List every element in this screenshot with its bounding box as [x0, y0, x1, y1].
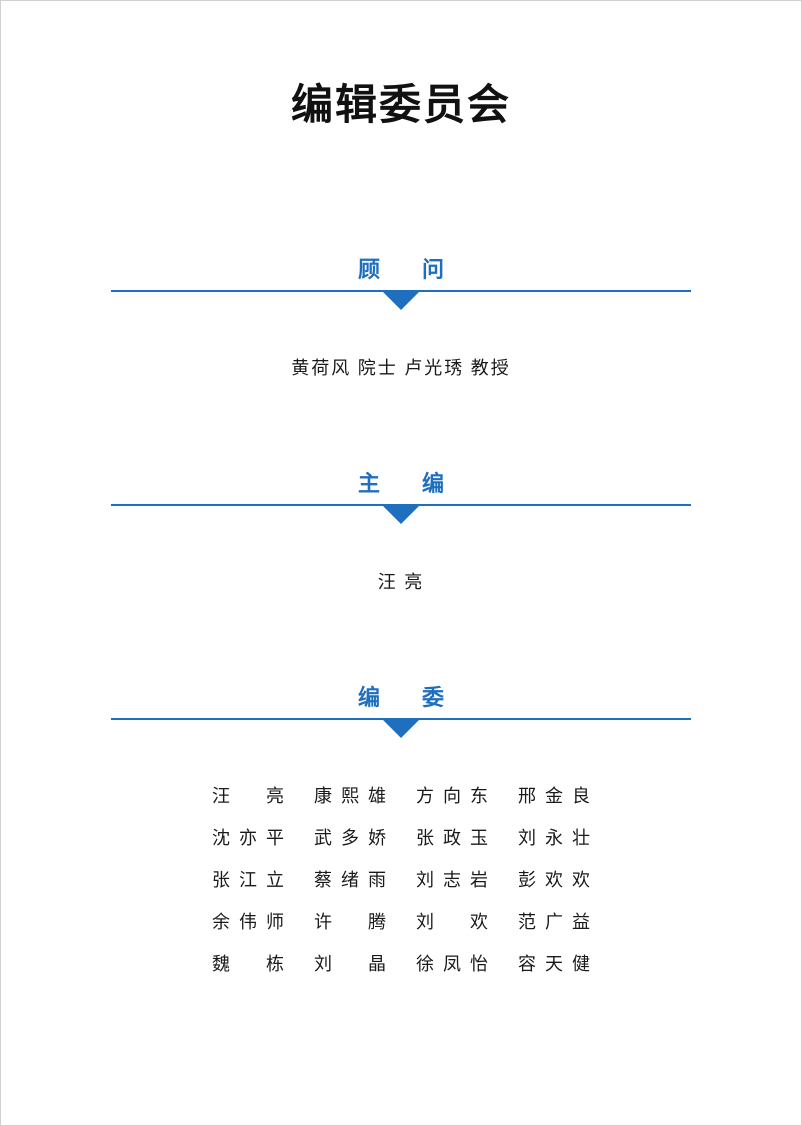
committee-member: 刘 晶 [314, 946, 386, 982]
advisors-label: 顾 问 [340, 252, 462, 284]
committee-member: 刘永壮 [518, 820, 590, 856]
committee-member: 徐凤怡 [416, 946, 488, 982]
committee-member: 刘志岩 [416, 862, 488, 898]
committee-member: 方向东 [416, 778, 488, 814]
committee-header: 编 委 [111, 680, 691, 738]
triangle-icon [383, 506, 419, 524]
chief-editor-section: 主 编 汪 亮 [111, 466, 691, 600]
committee-body: 汪 亮康熙雄方向东邢金良沈亦平武多娇张政玉刘永壮张江立蔡绪雨刘志岩彭欢欢余伟师许… [111, 778, 691, 982]
committee-member: 康熙雄 [314, 778, 386, 814]
committee-member: 蔡绪雨 [314, 862, 386, 898]
committee-row: 张江立蔡绪雨刘志岩彭欢欢 [212, 862, 590, 898]
committee-member: 范广益 [518, 904, 590, 940]
committee-member: 沈亦平 [212, 820, 284, 856]
advisors-section: 顾 问 黄荷风 院士 卢光琇 教授 [111, 252, 691, 386]
committee-member: 许 腾 [314, 904, 386, 940]
committee-row: 汪 亮康熙雄方向东邢金良 [212, 778, 590, 814]
document-page: 编辑委员会 顾 问 黄荷风 院士 卢光琇 教授 主 编 汪 亮 编 委 汪 [0, 0, 802, 1126]
committee-row: 沈亦平武多娇张政玉刘永壮 [212, 820, 590, 856]
committee-row: 余伟师许 腾刘 欢范广益 [212, 904, 590, 940]
committee-member: 张江立 [212, 862, 284, 898]
triangle-icon [383, 292, 419, 310]
committee-section: 编 委 汪 亮康熙雄方向东邢金良沈亦平武多娇张政玉刘永壮张江立蔡绪雨刘志岩彭欢欢… [111, 680, 691, 982]
committee-member: 容天健 [518, 946, 590, 982]
committee-member: 武多娇 [314, 820, 386, 856]
committee-row: 魏 栋刘 晶徐凤怡容天健 [212, 946, 590, 982]
committee-member: 刘 欢 [416, 904, 488, 940]
committee-member: 余伟师 [212, 904, 284, 940]
advisors-header: 顾 问 [111, 252, 691, 310]
advisors-body: 黄荷风 院士 卢光琇 教授 [111, 350, 691, 386]
chief-editor-header: 主 编 [111, 466, 691, 524]
committee-grid: 汪 亮康熙雄方向东邢金良沈亦平武多娇张政玉刘永壮张江立蔡绪雨刘志岩彭欢欢余伟师许… [111, 778, 691, 982]
chief-editor-body: 汪 亮 [111, 564, 691, 600]
advisors-line: 黄荷风 院士 卢光琇 教授 [291, 350, 511, 386]
committee-member: 邢金良 [518, 778, 590, 814]
page-title: 编辑委员会 [111, 71, 691, 132]
chief-editor-line: 汪 亮 [378, 564, 425, 600]
committee-label: 编 委 [340, 680, 462, 712]
committee-member: 魏 栋 [212, 946, 284, 982]
chief-editor-label: 主 编 [340, 466, 462, 498]
committee-member: 汪 亮 [212, 778, 284, 814]
committee-member: 张政玉 [416, 820, 488, 856]
triangle-icon [383, 720, 419, 738]
committee-member: 彭欢欢 [518, 862, 590, 898]
